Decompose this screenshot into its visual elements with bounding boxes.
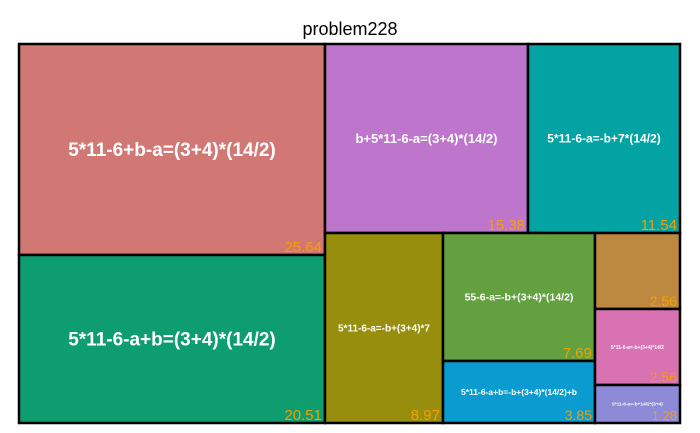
treemap-tile: 5*11-6-a=-b+(3+4)*14/2 2.56 xyxy=(593,307,682,387)
tile-rect xyxy=(526,42,682,235)
tile-value: 3.85 xyxy=(565,407,592,423)
tile-label: b+5*11-6-a=(3+4)*(14/2) xyxy=(355,131,497,146)
tile-value: 2.56 xyxy=(650,293,677,309)
chart-title: problem228 xyxy=(302,19,397,39)
tile-value: 7.69 xyxy=(563,345,592,362)
tile-rect xyxy=(17,253,327,425)
tile-value: 25.64 xyxy=(284,239,322,256)
treemap-tile: 5*11-6-a=-b+7*(14/2) 11.54 xyxy=(526,42,682,235)
treemap-tile: 5*11-6-a+b=(3+4)*(14/2) 20.51 xyxy=(17,253,327,425)
tile-rect xyxy=(323,231,445,425)
treemap-tile: b+5*11-6-a=(3+4)*(14/2) 15.38 xyxy=(323,42,530,235)
tile-value: 1.28 xyxy=(652,408,677,423)
tile-value: 11.54 xyxy=(641,217,677,234)
tile-label: 5*11-6-a+b=(3+4)*(14/2) xyxy=(68,330,276,351)
tile-value: 8.97 xyxy=(411,407,440,424)
tile-rect xyxy=(441,231,597,363)
tile-label: 5*11-6+b-a=(3+4)*(14/2) xyxy=(68,140,276,161)
treemap-tile: 2.56 xyxy=(593,231,682,311)
tile-label: 5*11-6-a=-b+(3+4)*14/2 xyxy=(611,345,664,351)
tile-rect xyxy=(441,359,597,425)
treemap-tiles: 5*11-6+b-a=(3+4)*(14/2)25.645*11-6-a+b=(… xyxy=(17,42,682,425)
treemap-tile: 5*11-6+b-a=(3+4)*(14/2) 25.64 xyxy=(17,42,327,257)
treemap-tile: 5*11-6-a=-b+14/2*(3+4)1.28 xyxy=(593,383,682,425)
tile-value: 20.51 xyxy=(284,407,322,424)
tile-rect xyxy=(323,42,530,235)
tile-label: 5*11-6-a+b=-b+(3+4)*(14/2)+b xyxy=(461,387,577,397)
tile-rect xyxy=(593,383,682,425)
tile-label: 5*11-6-a=-b+(3+4)*7 xyxy=(338,324,430,335)
tile-rect xyxy=(593,231,682,311)
tile-rect xyxy=(17,42,327,257)
treemap-tile: 5*11-6-a=-b+(3+4)*7 8.97 xyxy=(323,231,445,425)
treemap-tile: 5*11-6-a+b=-b+(3+4)*(14/2)+b 3.85 xyxy=(441,359,597,425)
treemap-tile: 55-6-a=-b+(3+4)*(14/2) 7.69 xyxy=(441,231,597,363)
tile-label: 5*11-6-a=-b+14/2*(3+4) xyxy=(612,402,663,408)
tile-value: 2.56 xyxy=(650,369,677,385)
tile-label: 55-6-a=-b+(3+4)*(14/2) xyxy=(465,292,574,304)
tile-value: 15.38 xyxy=(487,217,525,234)
tile-label: 5*11-6-a=-b+7*(14/2) xyxy=(547,132,660,146)
